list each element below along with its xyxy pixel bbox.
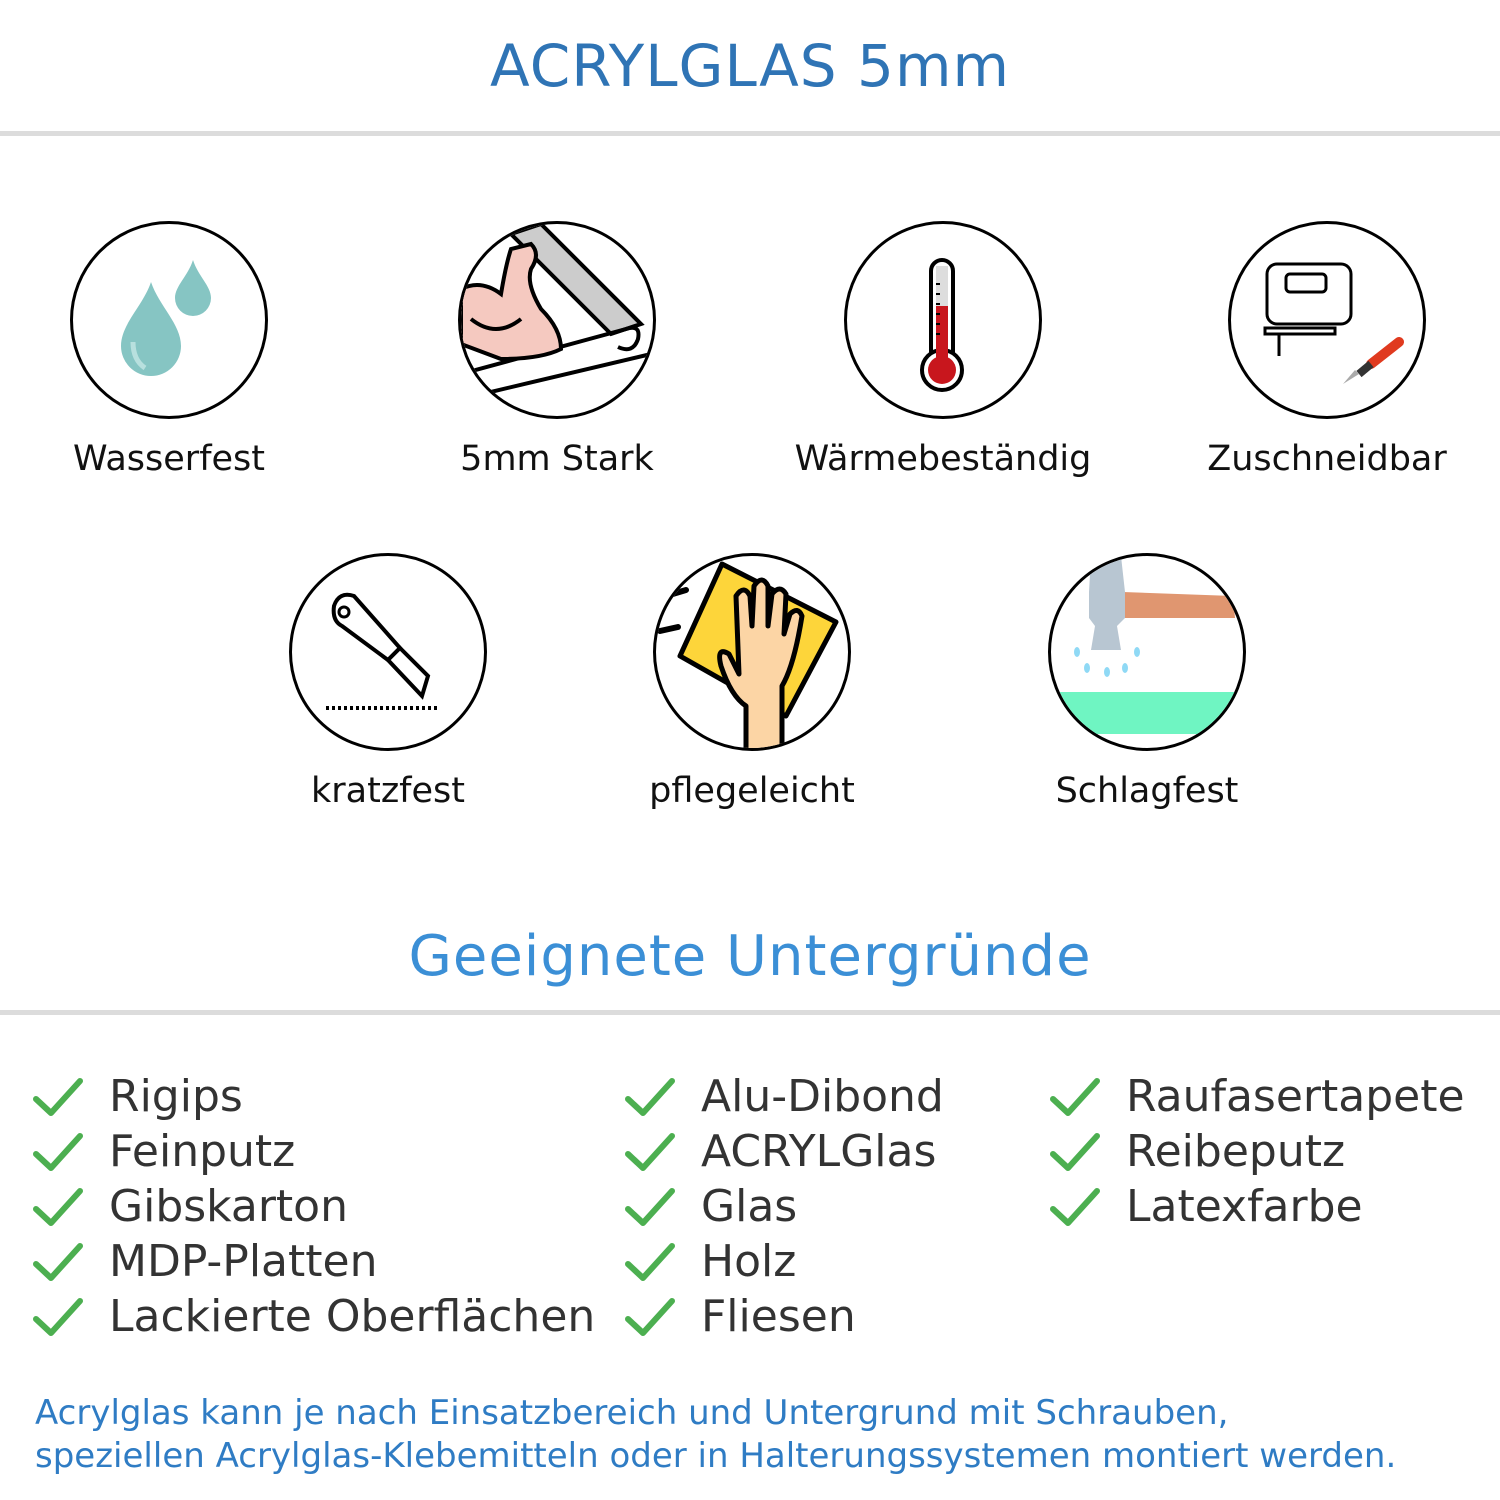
divider xyxy=(0,131,1500,136)
feature-label: Zuschneidbar xyxy=(1207,439,1447,479)
surface-label: Rigips xyxy=(109,1071,243,1122)
surface-item: Rigips xyxy=(33,1069,595,1124)
feature-pflegeleicht: pflegeleicht xyxy=(592,553,912,811)
check-icon xyxy=(1050,1187,1100,1226)
feature-kratzfest: kratzfest xyxy=(228,553,548,811)
jigsaw-cutter-icon xyxy=(1228,221,1426,419)
check-icon xyxy=(625,1242,675,1281)
surface-label: Latexfarbe xyxy=(1126,1181,1363,1232)
feature-wasserfest: Wasserfest xyxy=(9,221,329,479)
feature-schlagfest: Schlagfest xyxy=(987,553,1307,811)
footer-line: Acrylglas kann je nach Einsatzbereich un… xyxy=(35,1393,1229,1433)
surface-label: Holz xyxy=(701,1236,797,1287)
surface-item: Raufasertapete xyxy=(1050,1069,1465,1124)
surface-label: Reibeputz xyxy=(1126,1126,1346,1177)
feature-label: pflegeleicht xyxy=(649,771,855,811)
footer-line: speziellen Acrylglas-Klebemitteln oder i… xyxy=(35,1436,1397,1476)
feature-label: Wasserfest xyxy=(72,439,266,479)
feature-label: 5mm Stark xyxy=(460,439,654,479)
surface-item: MDP-Platten xyxy=(33,1234,595,1289)
surface-item: Lackierte Oberflächen xyxy=(33,1289,595,1344)
surface-label: Feinputz xyxy=(109,1126,296,1177)
surface-item: Glas xyxy=(625,1179,944,1234)
surface-item: Reibeputz xyxy=(1050,1124,1465,1179)
divider xyxy=(0,1010,1500,1015)
surface-label: Lackierte Oberflächen xyxy=(109,1291,596,1342)
water-drops-icon xyxy=(70,221,268,419)
feature-zuschneidbar: Zuschneidbar xyxy=(1167,221,1487,479)
hammer-icon xyxy=(1048,553,1246,751)
check-icon xyxy=(33,1297,83,1336)
check-icon xyxy=(33,1242,83,1281)
cleaning-hand-icon xyxy=(653,553,851,751)
surface-label: Fliesen xyxy=(701,1291,856,1342)
surface-label: ACRYLGlas xyxy=(701,1126,937,1177)
utility-knife-icon xyxy=(289,553,487,751)
surface-item: Fliesen xyxy=(625,1289,944,1344)
surface-label: Gibskarton xyxy=(109,1181,348,1232)
feature-label: Schlagfest xyxy=(1055,771,1239,811)
strong-arm-icon xyxy=(458,221,656,419)
check-icon xyxy=(625,1077,675,1116)
feature-waermebestaendig: Wärmebeständig xyxy=(783,221,1103,479)
check-icon xyxy=(625,1297,675,1336)
surface-item: Feinputz xyxy=(33,1124,595,1179)
check-icon xyxy=(1050,1077,1100,1116)
surface-label: Alu-Dibond xyxy=(701,1071,944,1122)
check-icon xyxy=(625,1132,675,1171)
footer-note: Acrylglas kann je nach Einsatzbereich un… xyxy=(35,1392,1396,1478)
surface-item: Gibskarton xyxy=(33,1179,595,1234)
surfaces-column-1: Rigips Feinputz Gibskarton MDP-Platten Lacki… xyxy=(33,1069,595,1344)
surface-item: Alu-Dibond xyxy=(625,1069,944,1124)
surface-label: MDP-Platten xyxy=(109,1236,378,1287)
surfaces-title: Geeignete Untergründe xyxy=(408,924,1092,989)
surface-item: ACRYLGlas xyxy=(625,1124,944,1179)
surface-label: Raufasertapete xyxy=(1126,1071,1465,1122)
feature-label: Wärmebeständig xyxy=(794,439,1092,479)
surface-item: Latexfarbe xyxy=(1050,1179,1465,1234)
page-title: ACRYLGLAS 5mm xyxy=(490,32,1010,100)
check-icon xyxy=(33,1077,83,1116)
surfaces-column-3: Raufasertapete Reibeputz Latexfarbe xyxy=(1050,1069,1465,1234)
feature-label: kratzfest xyxy=(310,771,465,811)
surface-label: Glas xyxy=(701,1181,798,1232)
surfaces-column-2: Alu-Dibond ACRYLGlas Glas Holz Fliesen xyxy=(625,1069,944,1344)
surface-item: Holz xyxy=(625,1234,944,1289)
check-icon xyxy=(625,1187,675,1226)
check-icon xyxy=(33,1187,83,1226)
check-icon xyxy=(1050,1132,1100,1171)
thermometer-icon xyxy=(844,221,1042,419)
feature-5mm-stark: 5mm Stark xyxy=(397,221,717,479)
check-icon xyxy=(33,1132,83,1171)
